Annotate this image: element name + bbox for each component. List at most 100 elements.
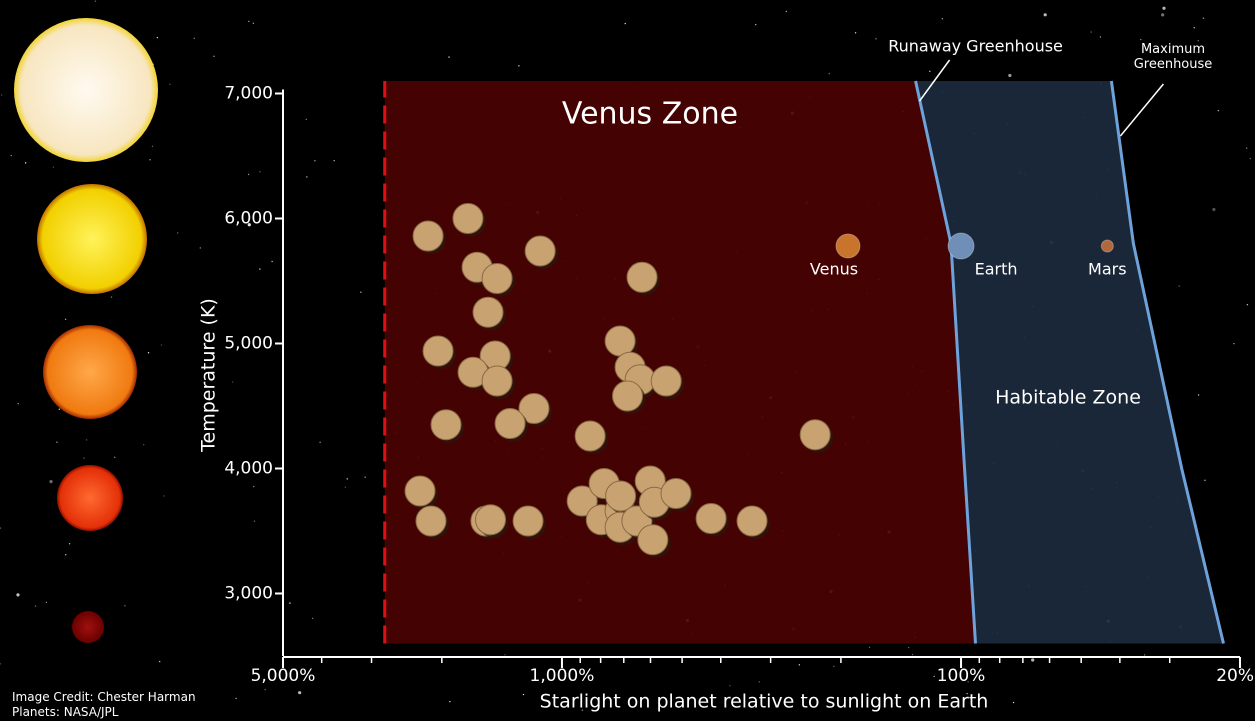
y-axis-title: Temperature (K) bbox=[198, 298, 220, 453]
star bbox=[85, 439, 88, 441]
solar-planet bbox=[835, 233, 861, 259]
star bbox=[16, 593, 20, 597]
star bbox=[305, 118, 307, 121]
star bbox=[729, 685, 731, 687]
star bbox=[758, 681, 761, 683]
star bbox=[833, 665, 835, 668]
planet-point bbox=[605, 480, 637, 512]
star bbox=[868, 646, 871, 649]
star bbox=[1197, 394, 1200, 396]
star bbox=[94, 0, 97, 2]
planet-point bbox=[415, 505, 447, 537]
planet-point bbox=[566, 485, 598, 517]
star bbox=[0, 663, 1, 665]
y-tick-label: 5,000 bbox=[224, 334, 273, 354]
label-pointer bbox=[918, 59, 951, 102]
star bbox=[248, 20, 250, 23]
planet-point bbox=[574, 420, 606, 452]
star bbox=[1099, 36, 1102, 38]
star bbox=[518, 65, 520, 67]
star bbox=[1193, 27, 1195, 29]
star bbox=[24, 162, 27, 164]
x-tick-label: 20% bbox=[1216, 666, 1254, 686]
star bbox=[522, 693, 525, 696]
star-icons bbox=[14, 18, 158, 643]
planet-point bbox=[524, 235, 556, 267]
planet-point bbox=[412, 220, 444, 252]
star bbox=[1012, 701, 1015, 704]
star bbox=[911, 653, 914, 656]
star bbox=[264, 688, 266, 691]
zone-boundary bbox=[914, 80, 977, 644]
planet-point bbox=[512, 505, 544, 537]
star bbox=[449, 700, 451, 703]
planet-point bbox=[481, 365, 513, 397]
star bbox=[1140, 38, 1142, 41]
planet-label: Mars bbox=[1088, 260, 1127, 279]
star bbox=[1217, 109, 1220, 112]
star bbox=[754, 23, 757, 26]
planet-label: Earth bbox=[975, 260, 1018, 279]
star bbox=[176, 232, 179, 234]
planet-point bbox=[422, 335, 454, 367]
star bbox=[124, 605, 126, 607]
star bbox=[259, 268, 261, 270]
star bbox=[306, 176, 308, 178]
star bbox=[1143, 654, 1146, 656]
star bbox=[0, 94, 3, 96]
star bbox=[68, 543, 71, 545]
star bbox=[1212, 207, 1216, 212]
star bbox=[10, 154, 12, 157]
star bbox=[1245, 147, 1248, 149]
y-tick-label: 7,000 bbox=[224, 84, 273, 104]
star-icon bbox=[43, 325, 137, 419]
planet-label: Venus bbox=[810, 260, 858, 279]
star bbox=[1197, 40, 1199, 42]
star bbox=[1161, 13, 1165, 17]
zone-boundary bbox=[1109, 80, 1225, 644]
star bbox=[1196, 51, 1198, 54]
star bbox=[1233, 342, 1235, 345]
star bbox=[83, 457, 85, 459]
habitable-zone bbox=[915, 81, 1224, 644]
star bbox=[151, 145, 154, 148]
star bbox=[169, 83, 171, 86]
star bbox=[156, 36, 159, 39]
star bbox=[1090, 31, 1092, 33]
star-icon bbox=[57, 465, 123, 531]
planet-point bbox=[452, 203, 484, 234]
star bbox=[311, 617, 314, 619]
star bbox=[346, 478, 348, 480]
star bbox=[56, 441, 58, 443]
star bbox=[213, 55, 215, 57]
star bbox=[1008, 73, 1012, 78]
star bbox=[448, 56, 450, 58]
star bbox=[967, 681, 969, 683]
star bbox=[252, 22, 255, 25]
star bbox=[504, 654, 506, 656]
planet-point bbox=[626, 261, 658, 293]
star bbox=[158, 660, 161, 663]
solar-planet bbox=[947, 232, 975, 260]
habitable-zone-label: Habitable Zone bbox=[995, 387, 1141, 409]
star bbox=[247, 173, 250, 176]
star bbox=[58, 408, 61, 410]
planet-point bbox=[612, 380, 644, 412]
planet-point bbox=[650, 365, 682, 397]
star bbox=[235, 697, 237, 700]
y-tick-label: 6,000 bbox=[224, 209, 273, 229]
venus-zone bbox=[384, 81, 976, 644]
star bbox=[289, 602, 291, 604]
star bbox=[298, 691, 302, 695]
star bbox=[929, 70, 931, 73]
star-icon bbox=[37, 184, 147, 294]
star bbox=[319, 441, 321, 444]
star bbox=[199, 247, 201, 249]
star bbox=[1204, 479, 1206, 481]
star bbox=[581, 709, 584, 711]
star bbox=[966, 692, 968, 695]
runaway-greenhouse-label: Runaway Greenhouse bbox=[888, 37, 1063, 56]
planet-point bbox=[637, 524, 669, 556]
